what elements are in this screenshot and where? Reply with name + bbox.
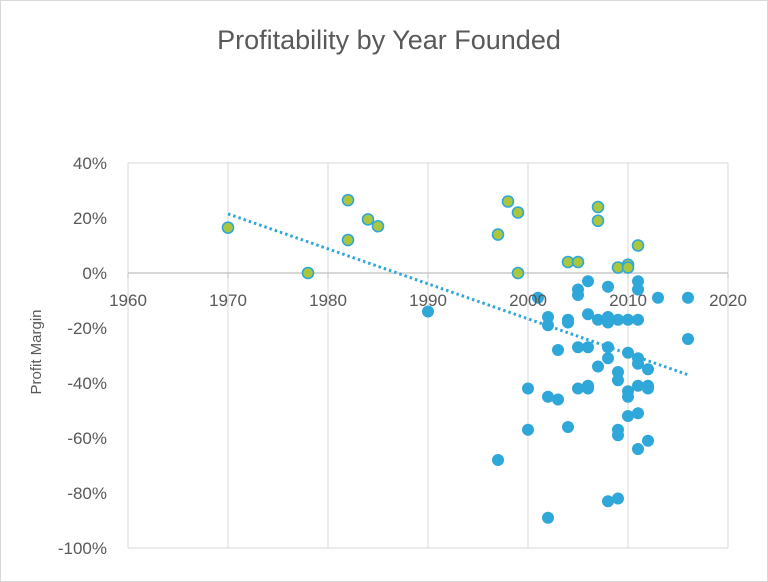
data-point-34 xyxy=(582,382,594,395)
data-point-64 xyxy=(632,357,644,370)
trendline-group xyxy=(227,212,689,377)
data-point-2 xyxy=(341,193,355,207)
data-point-31 xyxy=(582,308,594,321)
x-tick-label-1960: 1960 xyxy=(109,291,147,310)
data-point-14 xyxy=(532,291,544,304)
data-point-50 xyxy=(612,429,624,442)
data-point-35 xyxy=(591,200,605,214)
data-point-57 xyxy=(622,390,634,403)
y-tick-label-3: -20% xyxy=(67,319,107,338)
data-point-25 xyxy=(571,255,585,269)
data-point-74 xyxy=(682,333,694,345)
data-point-0 xyxy=(221,221,235,234)
data-point-59 xyxy=(631,239,645,252)
data-point-67 xyxy=(632,443,644,455)
data-point-9 xyxy=(511,266,525,280)
y-tick-label-0: 40% xyxy=(73,154,107,173)
data-point-18 xyxy=(542,511,554,524)
data-point-16 xyxy=(542,319,554,332)
trendline xyxy=(227,212,689,377)
y-tick-label-2: 0% xyxy=(82,264,107,283)
data-point-29 xyxy=(572,382,584,395)
data-point-62 xyxy=(632,313,644,326)
data-point-20 xyxy=(552,344,564,356)
data-point-37 xyxy=(592,313,604,326)
data-point-27 xyxy=(572,289,584,301)
data-point-42 xyxy=(602,341,614,354)
data-point-44 xyxy=(602,495,614,508)
data-point-23 xyxy=(562,316,574,329)
x-tick-label-1980: 1980 xyxy=(309,291,347,310)
data-point-12 xyxy=(522,382,534,395)
y-tick-label-7: -100% xyxy=(58,539,107,558)
data-point-73 xyxy=(682,291,694,304)
data-point-46 xyxy=(612,313,624,326)
data-point-32 xyxy=(582,341,594,354)
x-tick-label-2010: 2010 xyxy=(609,291,647,310)
data-point-17 xyxy=(542,390,554,403)
data-point-11 xyxy=(492,454,504,466)
data-point-61 xyxy=(632,283,644,296)
data-point-6 xyxy=(491,228,505,241)
data-point-3 xyxy=(341,233,355,247)
chart-title: Profitability by Year Founded xyxy=(217,25,561,55)
data-point-48 xyxy=(612,374,624,387)
data-point-4 xyxy=(361,213,375,226)
data-point-54 xyxy=(622,313,634,326)
tick-labels: 1960 1970 1980 1990 2000 2010 2020 40% 20% 0% -20%… xyxy=(58,154,747,558)
data-point-66 xyxy=(632,407,644,420)
data-point-55 xyxy=(622,346,634,359)
data-point-30 xyxy=(582,275,594,288)
data-point-38 xyxy=(592,360,604,373)
x-tick-label-1970: 1970 xyxy=(209,291,247,310)
data-point-51 xyxy=(612,492,624,505)
data-point-71 xyxy=(642,434,654,447)
data-point-13 xyxy=(522,423,534,436)
data-point-58 xyxy=(622,410,634,422)
data-point-39 xyxy=(602,280,614,293)
data-point-5 xyxy=(371,219,385,233)
data-point-43 xyxy=(602,352,614,365)
x-tick-label-2020: 2020 xyxy=(709,291,747,310)
data-point-19 xyxy=(552,393,564,406)
data-point-7 xyxy=(501,195,515,208)
y-tick-label-6: -80% xyxy=(67,484,107,503)
data-point-10 xyxy=(422,305,434,318)
y-axis-label: Profit Margin xyxy=(28,309,45,394)
data-point-65 xyxy=(632,379,644,392)
y-tick-label-1: 20% xyxy=(73,209,107,228)
data-point-70 xyxy=(642,382,654,395)
data-point-15 xyxy=(542,311,554,323)
y-tick-label-4: -40% xyxy=(67,374,107,393)
data-point-28 xyxy=(572,341,584,354)
data-point-72 xyxy=(652,291,664,304)
data-point-36 xyxy=(591,214,605,228)
x-tick-label-1990: 1990 xyxy=(409,291,447,310)
x-tick-label-2000: 2000 xyxy=(509,291,547,310)
data-points xyxy=(221,193,694,524)
data-point-47 xyxy=(612,366,624,378)
data-point-60 xyxy=(632,275,644,288)
data-point-41 xyxy=(602,316,614,329)
data-point-8 xyxy=(511,206,525,219)
data-point-24 xyxy=(562,421,574,433)
y-tick-label-5: -60% xyxy=(67,429,107,448)
data-point-53 xyxy=(621,261,635,274)
data-point-68 xyxy=(642,363,654,376)
data-point-1 xyxy=(301,266,315,280)
